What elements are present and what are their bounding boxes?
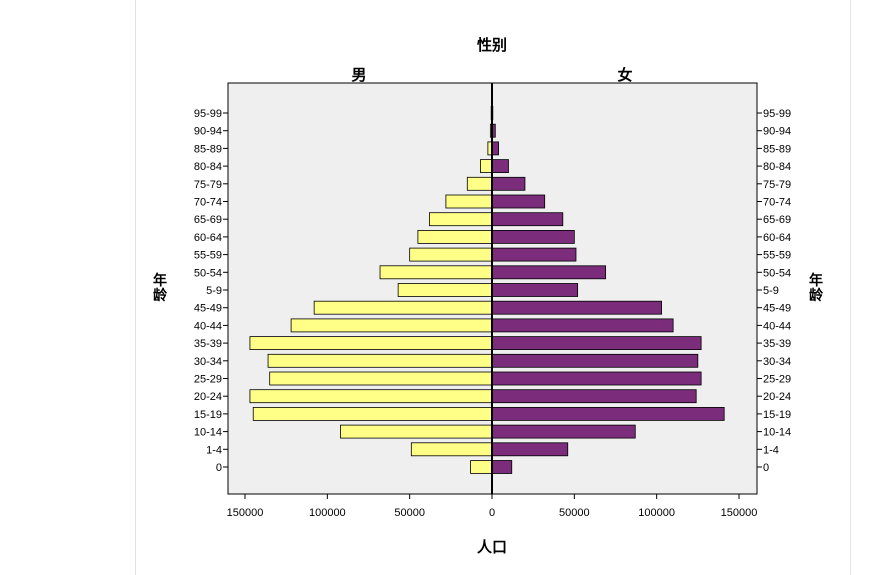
y-tick-label-right: 65-69 xyxy=(763,214,791,226)
bar-male-50-54 xyxy=(379,265,493,280)
y-tick-label-right: 5-9 xyxy=(763,285,779,297)
y-tick-label-left: 55-59 xyxy=(194,250,222,262)
y-tick-label-right: 10-14 xyxy=(763,427,791,439)
y-tick-label-right: 85-89 xyxy=(763,143,791,155)
bar-female-75-79 xyxy=(491,176,526,191)
y-tick-label-left: 45-49 xyxy=(194,303,222,315)
bar-female-25-29 xyxy=(491,371,702,386)
y-tick-label-left: 20-24 xyxy=(194,391,222,403)
x-tick-label: 0 xyxy=(489,507,495,519)
y-tick-label-left: 70-74 xyxy=(194,197,222,209)
bar-female-10-14 xyxy=(491,424,636,439)
bar-male-75-79 xyxy=(466,176,493,191)
y-tick-label-left: 75-79 xyxy=(194,179,222,191)
y-tick-label-right: 40-44 xyxy=(763,320,791,332)
y-tick-label-right: 70-74 xyxy=(763,197,791,209)
y-tick-label-right: 1-4 xyxy=(763,444,779,456)
bar-female-80-84 xyxy=(491,159,509,174)
bar-female-35-39 xyxy=(491,336,702,351)
bar-female-1-4 xyxy=(491,442,569,457)
y-tick-label-right: 45-49 xyxy=(763,303,791,315)
bar-female-65-69 xyxy=(491,212,564,227)
y-tick-label-right: 60-64 xyxy=(763,232,791,244)
bar-female-20-24 xyxy=(491,389,697,404)
y-tick-label-right: 30-34 xyxy=(763,356,791,368)
y-tick-label-right: 25-29 xyxy=(763,374,791,386)
y-tick-label-left: 1-4 xyxy=(206,444,222,456)
y-tick-label-left: 10-14 xyxy=(194,427,222,439)
y-ticks-group: 95-99 95-99 90-94 90-94 85-89 85-89 80-84 80-84… xyxy=(194,108,791,474)
bar-male-20-24 xyxy=(249,389,493,404)
bar-male-40-44 xyxy=(290,318,493,333)
bar-female-55-59 xyxy=(491,247,577,262)
bar-male-45-49 xyxy=(313,300,493,315)
y-tick-label-left: 30-34 xyxy=(194,356,222,368)
bar-female-40-44 xyxy=(491,318,674,333)
chart-title: 性别 xyxy=(477,36,507,54)
y-tick-label-right: 80-84 xyxy=(763,161,791,173)
bar-female-60-64 xyxy=(491,229,575,244)
y-tick-label-left: 90-94 xyxy=(194,126,222,138)
x-tick-label: 150000 xyxy=(227,507,264,519)
y-axis-label-left: 年龄 xyxy=(153,272,168,304)
bar-female-45-49 xyxy=(491,300,663,315)
bar-male-70-74 xyxy=(445,194,493,209)
bar-male-15-19 xyxy=(252,406,493,421)
y-tick-label-right: 20-24 xyxy=(763,391,791,403)
y-tick-label-left: 85-89 xyxy=(194,143,222,155)
bar-male-55-59 xyxy=(409,247,493,262)
y-tick-label-left: 40-44 xyxy=(194,320,222,332)
x-tick-label: 50000 xyxy=(394,507,425,519)
y-tick-label-right: 0 xyxy=(763,462,769,474)
y-tick-label-left: 50-54 xyxy=(194,267,222,279)
y-tick-label-left: 5-9 xyxy=(206,285,222,297)
bar-male-65-69 xyxy=(429,212,493,227)
left-divider xyxy=(135,0,136,575)
bar-female-0 xyxy=(491,460,513,474)
bar-male-80-84 xyxy=(480,159,493,174)
bar-male-25-29 xyxy=(269,371,493,386)
y-tick-label-left: 25-29 xyxy=(194,374,222,386)
x-tick-label: 100000 xyxy=(309,507,346,519)
y-tick-label-right: 55-59 xyxy=(763,250,791,262)
y-tick-label-right: 50-54 xyxy=(763,267,791,279)
y-tick-label-left: 60-64 xyxy=(194,232,222,244)
y-axis-label-right: 年龄 xyxy=(809,272,824,304)
y-tick-label-right: 15-19 xyxy=(763,409,791,421)
y-tick-label-right: 75-79 xyxy=(763,179,791,191)
bar-female-30-34 xyxy=(491,353,699,368)
bar-male-1-4 xyxy=(410,442,493,457)
bar-male-35-39 xyxy=(249,336,493,351)
bar-male-5-9 xyxy=(397,283,493,297)
bar-female-5-9 xyxy=(491,283,579,297)
y-tick-label-right: 35-39 xyxy=(763,338,791,350)
bar-male-10-14 xyxy=(340,424,493,439)
y-tick-label-left: 95-99 xyxy=(194,108,222,120)
y-tick-label-left: 35-39 xyxy=(194,338,222,350)
right-divider xyxy=(850,0,851,575)
panel-header-female: 女 xyxy=(617,66,632,84)
y-tick-label-right: 90-94 xyxy=(763,126,791,138)
bars-group xyxy=(249,106,725,474)
y-tick-label-left: 15-19 xyxy=(194,409,222,421)
x-tick-label: 50000 xyxy=(559,507,590,519)
x-axis-label: 人口 xyxy=(477,538,507,556)
x-ticks-group: 150000 100000 50000 0 50000 100000 150000 xyxy=(227,494,758,519)
bar-female-50-54 xyxy=(491,265,607,280)
bar-female-15-19 xyxy=(491,406,725,421)
panel-header-male: 男 xyxy=(351,66,366,84)
bar-male-60-64 xyxy=(417,229,493,244)
y-tick-label-left: 80-84 xyxy=(194,161,222,173)
y-tick-label-right: 95-99 xyxy=(763,108,791,120)
bar-male-0 xyxy=(470,460,493,474)
x-tick-label: 150000 xyxy=(721,507,758,519)
y-tick-label-left: 65-69 xyxy=(194,214,222,226)
x-tick-label: 100000 xyxy=(638,507,675,519)
bar-female-70-74 xyxy=(491,194,546,209)
y-tick-label-left: 0 xyxy=(216,462,222,474)
bar-male-30-34 xyxy=(267,353,493,368)
